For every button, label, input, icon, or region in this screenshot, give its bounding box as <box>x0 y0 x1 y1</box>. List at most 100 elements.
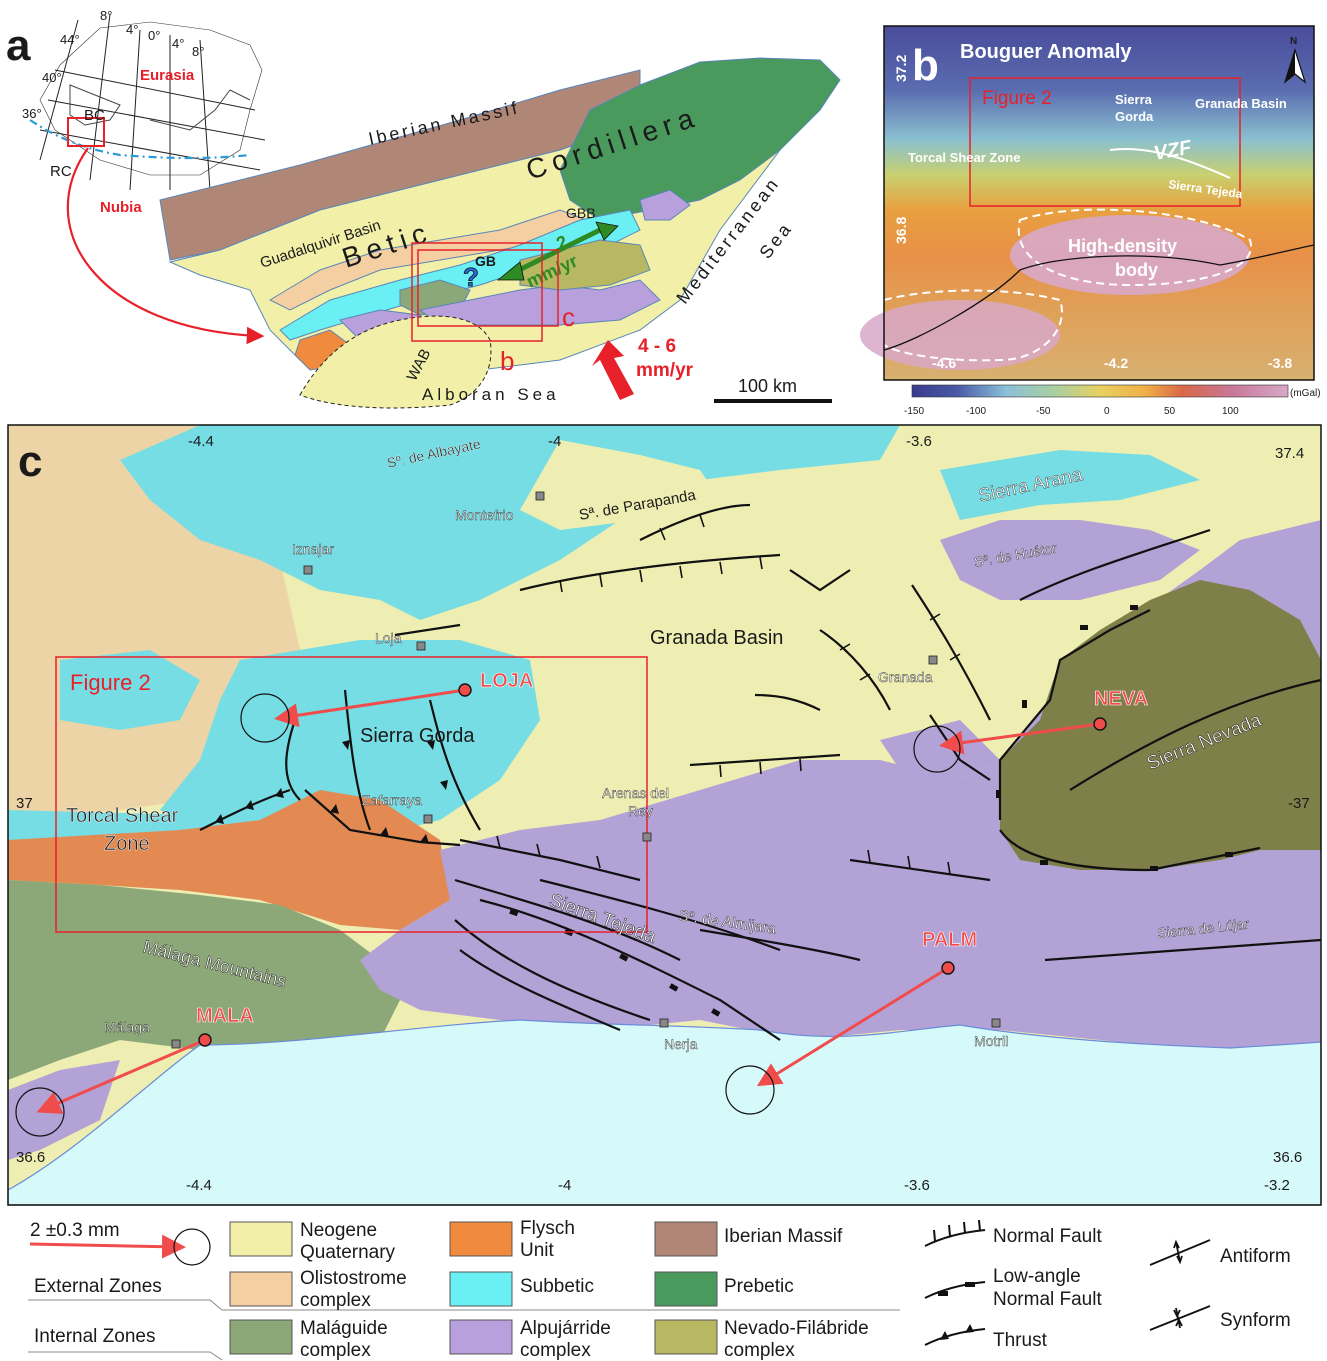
place-montefrio: Montefrio <box>455 507 514 523</box>
inset-nubia: Nubia <box>100 199 142 216</box>
inset-lon-2: 4° <box>126 22 138 37</box>
figure2-box-c <box>55 656 648 933</box>
inset-lat-3: 36° <box>22 106 42 121</box>
swatch-flysch <box>449 1221 513 1257</box>
legend-antiform: Antiform <box>1220 1246 1291 1267</box>
torcal-b: Torcal Shear Zone <box>908 150 1020 165</box>
town-markers <box>171 491 1001 1049</box>
panel-c-frame <box>7 424 1322 1206</box>
place-sierra-gorda: Sierra Gorda <box>360 725 475 747</box>
wab-outline <box>299 315 492 409</box>
legend-prebetic: Prebetic <box>724 1276 794 1297</box>
legend-alpujarride-1: Alpujárride <box>520 1318 611 1339</box>
cbar-tick-2: -100 <box>966 406 986 417</box>
label-question: ? <box>463 262 479 292</box>
sw-outline <box>883 289 1063 362</box>
legend-scale-arrow <box>29 1234 186 1259</box>
inset-eurasia: Eurasia <box>140 67 195 84</box>
label-gb: GB <box>475 253 496 269</box>
legend-olistostrome-2: complex <box>300 1290 371 1311</box>
inset-lat-2: 40° <box>42 70 62 85</box>
betic-map <box>159 57 841 381</box>
lon-bottom-3: -3.6 <box>904 1177 930 1194</box>
panel-b: b Bouguer Anomaly N Figure 2 Sierra Gord… <box>860 25 1321 417</box>
legend-divider-1 <box>28 1299 900 1311</box>
lat-left-1: 37 <box>16 795 33 812</box>
legend-neogene-1: Neogene <box>300 1220 377 1241</box>
place-zafarraya: Zafarraya <box>362 792 422 808</box>
place-torcal-2: Zone <box>104 833 150 855</box>
legend-thrust: Thrust <box>993 1330 1048 1351</box>
label-box-c: c <box>562 302 575 332</box>
swatch-olistostrome <box>229 1271 293 1307</box>
legend-synform: Synform <box>1220 1310 1291 1331</box>
panel-c-letter: c <box>18 437 42 486</box>
inset-lon-4: 4° <box>172 36 184 51</box>
figure2-label-c: Figure 2 <box>70 670 151 695</box>
place-loja: Loja <box>375 630 402 646</box>
station-mala: MALA <box>196 1005 254 1027</box>
box-b <box>411 242 543 342</box>
fault-ticks <box>496 514 961 875</box>
unit-nevado-filabride <box>1000 580 1321 870</box>
lat-b-1: 37.2 <box>893 55 909 82</box>
high-density-outline <box>1017 208 1253 287</box>
panel-a: a 8° 4° 0° 4° 8° 44° 40° 36° BC RC Euras… <box>6 8 841 409</box>
station-neva: NEVA <box>1094 688 1148 710</box>
figure2-label-b: Figure 2 <box>982 88 1052 109</box>
legend-malaguide-2: complex <box>300 1340 371 1361</box>
legend-alpujarride-2: complex <box>520 1340 591 1361</box>
lat-left-2: 36.6 <box>16 1149 45 1166</box>
legend-nevado-1: Nevado-Filábride <box>724 1318 869 1339</box>
lon-top-2: -4 <box>548 433 561 450</box>
lat-right-2: -37 <box>1288 795 1310 812</box>
colorbar <box>911 384 1289 398</box>
place-arenas-1: Arenas del <box>602 785 669 801</box>
legend-subbetic: Subbetic <box>520 1276 594 1297</box>
legend-scale-label: 2 ±0.3 mm <box>30 1220 120 1241</box>
gps-vectors <box>15 688 1101 1137</box>
lon-bottom-1: -4.4 <box>186 1177 212 1194</box>
lon-bottom-4: -3.2 <box>1264 1177 1290 1194</box>
panel-b-letter: b <box>912 41 939 90</box>
legend-flysch-2: Unit <box>520 1240 555 1261</box>
place-arenas-2: Rey <box>628 803 653 819</box>
lon-b-1: -4.6 <box>932 355 956 371</box>
legend-antiform-symbol <box>1149 1239 1211 1266</box>
legend-normal-fault-symbol <box>924 1219 986 1247</box>
legend-divider-2 <box>28 1351 223 1361</box>
inset-lon-1: 8° <box>100 8 112 23</box>
high-density-2: body <box>1115 260 1158 280</box>
legend-flysch-1: Flysch <box>520 1218 575 1239</box>
station-palm: PALM <box>922 929 977 951</box>
figure2-box-b <box>969 77 1241 207</box>
red-arrow <box>592 340 634 400</box>
place-granada: Granada <box>878 669 933 685</box>
place-nerja: Nerja <box>664 1036 698 1052</box>
inset-link-arrow <box>66 147 265 345</box>
inset-bc: BC <box>84 107 105 124</box>
place-iznajar: Iznajar <box>292 541 334 557</box>
legend-normal-fault: Normal Fault <box>993 1226 1102 1247</box>
unit-neogene-parapanda <box>520 440 720 530</box>
legend-olistostrome-1: Olistostrome <box>300 1268 407 1289</box>
legend-iberian: Iberian Massif <box>724 1226 843 1247</box>
lat-right-1: 37.4 <box>1275 445 1304 462</box>
sw-density-fill <box>860 300 1060 370</box>
label-gbb: GBB <box>566 205 596 221</box>
legend-synform-symbol <box>1149 1305 1211 1331</box>
lon-bottom-2: -4 <box>558 1177 571 1194</box>
north-arrow-icon <box>1283 47 1307 84</box>
label-alboran: Alboran Sea <box>422 385 560 404</box>
label-rate-red-unit: mm/yr <box>636 360 694 381</box>
granada-basin-b: Granada Basin <box>1195 96 1287 111</box>
green-arrowhead-left <box>496 261 525 281</box>
lat-b-2: 36.8 <box>893 217 909 244</box>
place-torcal-1: Torcal Shear <box>66 805 179 827</box>
north-label: N <box>1290 36 1297 47</box>
scale-label: 100 km <box>738 376 797 396</box>
unit-subbetic-north <box>120 425 900 620</box>
panel-c: Figure 2 LOJA NEVA PALM MALA <box>7 424 1322 1206</box>
swatch-neogene <box>229 1221 293 1257</box>
